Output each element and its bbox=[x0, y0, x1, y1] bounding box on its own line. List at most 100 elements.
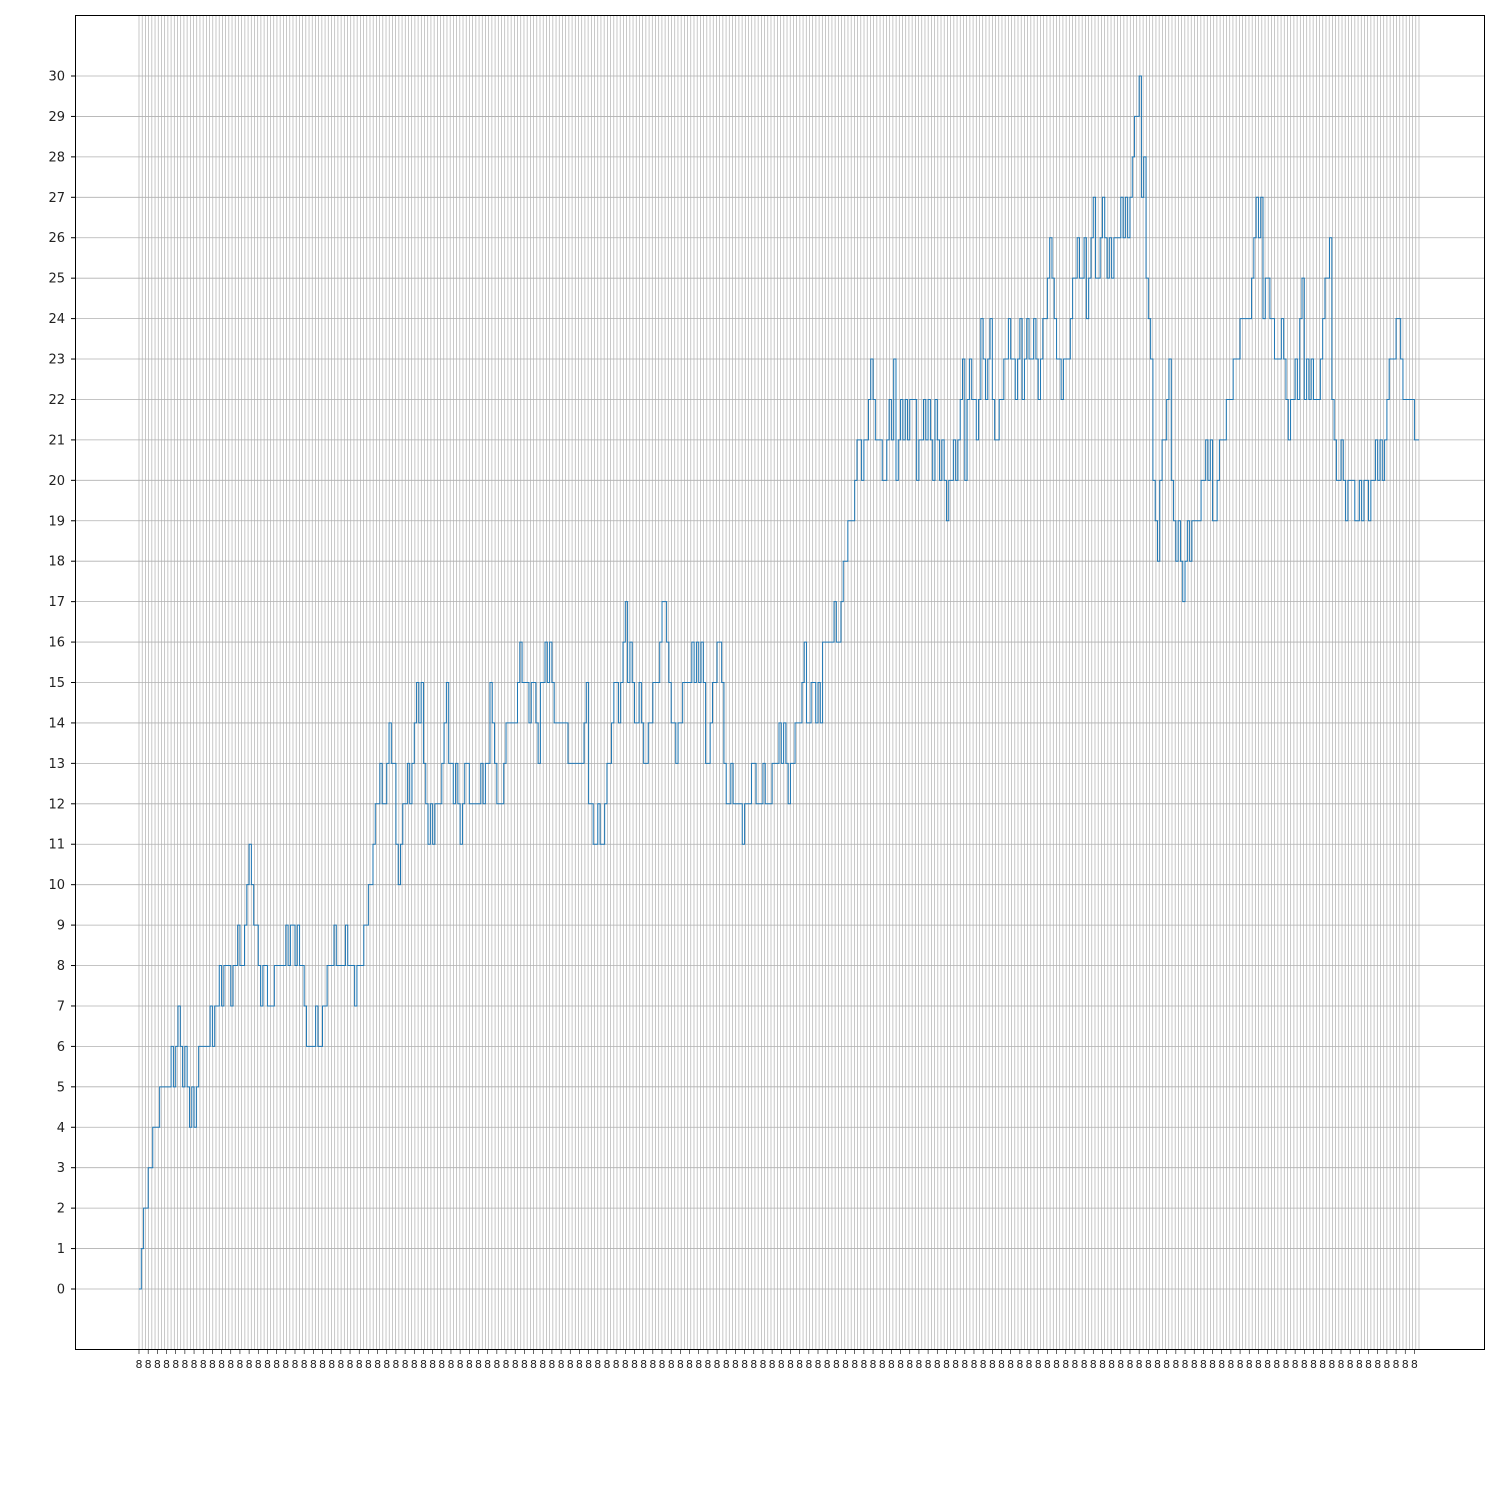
data-point bbox=[1120, 197, 1121, 198]
data-point bbox=[1006, 358, 1007, 359]
x-tick-label: 8 bbox=[1338, 1358, 1345, 1371]
x-tick-label: 8 bbox=[1154, 1358, 1161, 1371]
data-point bbox=[1260, 197, 1261, 198]
data-point bbox=[870, 358, 871, 359]
data-point bbox=[423, 763, 424, 764]
x-tick-label: 8 bbox=[787, 1358, 794, 1371]
data-point bbox=[778, 722, 779, 723]
data-point bbox=[648, 722, 649, 723]
data-point bbox=[386, 763, 387, 764]
x-tick-label: 8 bbox=[1145, 1358, 1152, 1371]
data-point bbox=[838, 641, 839, 642]
data-point bbox=[643, 763, 644, 764]
x-tick-label: 8 bbox=[603, 1358, 610, 1371]
data-point bbox=[193, 1127, 194, 1128]
x-tick-label: 8 bbox=[264, 1358, 271, 1371]
data-point bbox=[1141, 197, 1142, 198]
x-tick-label: 8 bbox=[365, 1358, 372, 1371]
data-point bbox=[1212, 520, 1213, 521]
x-tick-label: 8 bbox=[970, 1358, 977, 1371]
x-tick-label: 8 bbox=[1062, 1358, 1069, 1371]
data-point bbox=[521, 682, 522, 683]
data-point bbox=[1189, 561, 1190, 562]
data-point bbox=[485, 763, 486, 764]
data-point bbox=[1104, 237, 1105, 238]
x-tick-label: 8 bbox=[181, 1358, 188, 1371]
data-point bbox=[418, 722, 419, 723]
data-point bbox=[366, 925, 367, 926]
x-tick-label: 8 bbox=[291, 1358, 298, 1371]
data-point bbox=[1127, 237, 1128, 238]
data-point bbox=[1338, 480, 1339, 481]
x-tick-label: 8 bbox=[1044, 1358, 1051, 1371]
y-tick-label: 23 bbox=[48, 353, 65, 368]
data-point bbox=[953, 439, 954, 440]
data-point bbox=[829, 641, 830, 642]
data-point bbox=[478, 803, 479, 804]
data-point bbox=[930, 439, 931, 440]
data-point bbox=[1235, 358, 1236, 359]
data-point bbox=[1109, 237, 1110, 238]
data-point bbox=[437, 803, 438, 804]
data-point bbox=[595, 844, 596, 845]
data-point bbox=[384, 803, 385, 804]
data-point bbox=[650, 722, 651, 723]
data-point bbox=[187, 1086, 188, 1087]
data-point bbox=[735, 803, 736, 804]
y-tick-label: 13 bbox=[48, 757, 65, 772]
data-point bbox=[1350, 480, 1351, 481]
data-point bbox=[547, 682, 548, 683]
x-tick-label: 8 bbox=[1071, 1358, 1078, 1371]
data-point bbox=[297, 925, 298, 926]
data-point bbox=[531, 682, 532, 683]
data-point bbox=[1164, 439, 1165, 440]
data-point bbox=[370, 884, 371, 885]
y-tick-label: 17 bbox=[48, 595, 65, 610]
data-point bbox=[1418, 439, 1419, 440]
x-tick-label: 8 bbox=[815, 1358, 822, 1371]
x-tick-label: 8 bbox=[980, 1358, 987, 1371]
data-point bbox=[1125, 197, 1126, 198]
x-tick-label: 8 bbox=[493, 1358, 500, 1371]
data-point bbox=[235, 965, 236, 966]
data-point bbox=[1161, 439, 1162, 440]
x-tick-label: 8 bbox=[998, 1358, 1005, 1371]
data-point bbox=[528, 722, 529, 723]
data-point bbox=[971, 399, 972, 400]
data-point bbox=[994, 439, 995, 440]
data-point bbox=[1244, 318, 1245, 319]
data-point bbox=[758, 803, 759, 804]
x-tick-label: 8 bbox=[824, 1358, 831, 1371]
x-tick-label: 8 bbox=[246, 1358, 253, 1371]
data-point bbox=[939, 480, 940, 481]
data-point bbox=[299, 965, 300, 966]
data-point bbox=[512, 722, 513, 723]
data-point bbox=[460, 844, 461, 845]
data-point bbox=[914, 399, 915, 400]
x-tick-label: 8 bbox=[640, 1358, 647, 1371]
x-tick-label: 8 bbox=[1255, 1358, 1262, 1371]
y-tick-label: 2 bbox=[57, 1202, 65, 1217]
data-point bbox=[1402, 399, 1403, 400]
data-point bbox=[811, 682, 812, 683]
y-tick-label: 3 bbox=[57, 1161, 65, 1176]
data-point bbox=[1377, 480, 1378, 481]
x-tick-label: 8 bbox=[1227, 1358, 1234, 1371]
data-point bbox=[593, 844, 594, 845]
data-point bbox=[616, 682, 617, 683]
x-tick-label: 8 bbox=[1264, 1358, 1271, 1371]
data-point bbox=[430, 803, 431, 804]
data-point bbox=[847, 520, 848, 521]
data-point bbox=[1347, 480, 1348, 481]
data-point bbox=[184, 1046, 185, 1047]
data-point bbox=[489, 682, 490, 683]
data-point bbox=[744, 803, 745, 804]
data-point bbox=[1196, 520, 1197, 521]
data-point bbox=[833, 601, 834, 602]
data-point bbox=[1026, 318, 1027, 319]
data-point bbox=[1203, 480, 1204, 481]
data-point bbox=[570, 763, 571, 764]
data-point bbox=[1184, 561, 1185, 562]
data-point bbox=[249, 844, 250, 845]
